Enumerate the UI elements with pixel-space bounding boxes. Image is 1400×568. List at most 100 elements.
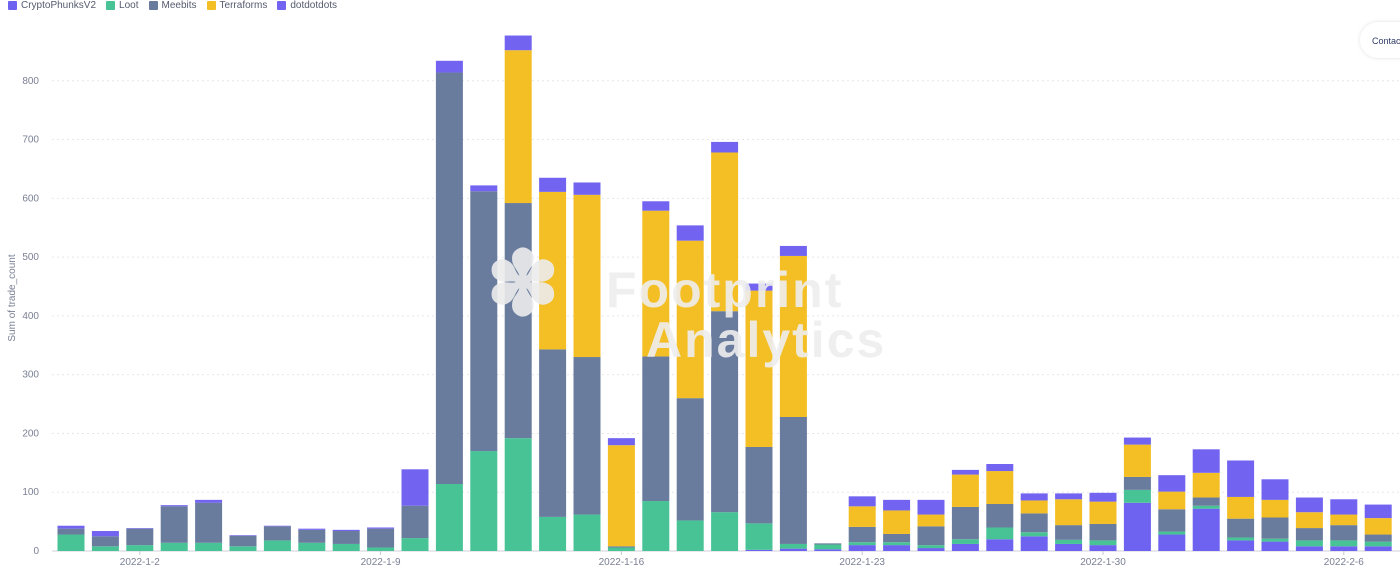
legend-item-loot[interactable]: Loot (106, 0, 139, 11)
bar-segment-cryptophunksv2[interactable] (1295, 546, 1323, 551)
bar-segment-meebits[interactable] (263, 526, 291, 541)
bar-segment-terraforms[interactable] (539, 191, 567, 350)
bar-segment-loot[interactable] (470, 451, 498, 551)
bar-segment-meebits[interactable] (1192, 497, 1220, 506)
bar-segment-loot[interactable] (642, 501, 670, 551)
bar-segment-loot[interactable] (1158, 531, 1186, 535)
bar-segment-dotdotdots[interactable] (642, 201, 670, 211)
bar-segment-dotdotdots[interactable] (1261, 479, 1289, 500)
bar-segment-dotdotdots[interactable] (195, 499, 223, 503)
bar-segment-terraforms[interactable] (1158, 491, 1186, 510)
bar-segment-meebits[interactable] (642, 356, 670, 502)
bar-segment-loot[interactable] (195, 542, 223, 551)
bar-segment-terraforms[interactable] (1364, 518, 1392, 535)
bar-segment-loot[interactable] (1330, 540, 1358, 547)
bar-segment-cryptophunksv2[interactable] (1020, 536, 1048, 551)
bar-segment-dotdotdots[interactable] (573, 182, 601, 195)
bar-segment-cryptophunksv2[interactable] (986, 539, 1014, 551)
bar-segment-loot[interactable] (711, 512, 739, 551)
bar-segment-terraforms[interactable] (607, 445, 635, 547)
bar-segment-meebits[interactable] (573, 357, 601, 515)
bar-segment-terraforms[interactable] (883, 510, 911, 534)
bar-segment-cryptophunksv2[interactable] (848, 545, 876, 551)
bar-segment-meebits[interactable] (1020, 513, 1048, 533)
bar-segment-cryptophunksv2[interactable] (1227, 540, 1255, 551)
bar-segment-loot[interactable] (263, 540, 291, 551)
bar-segment-dotdotdots[interactable] (126, 528, 154, 529)
bar-segment-terraforms[interactable] (917, 514, 945, 527)
bar-segment-meebits[interactable] (435, 72, 463, 484)
bar-segment-loot[interactable] (504, 438, 532, 551)
bar-segment-meebits[interactable] (883, 533, 911, 543)
bar-segment-cryptophunksv2[interactable] (814, 549, 842, 551)
bar-segment-terraforms[interactable] (1261, 499, 1289, 518)
bar-segment-loot[interactable] (1261, 538, 1289, 542)
bar-segment-dotdotdots[interactable] (539, 177, 567, 192)
bar-segment-meebits[interactable] (676, 398, 704, 521)
bar-segment-terraforms[interactable] (1055, 499, 1083, 526)
bar-segment-cryptophunksv2[interactable] (1364, 546, 1392, 551)
bar-segment-dotdotdots[interactable] (367, 527, 395, 529)
bar-segment-loot[interactable] (883, 542, 911, 546)
bar-segment-loot[interactable] (1123, 489, 1151, 503)
bar-segment-dotdotdots[interactable] (883, 499, 911, 511)
bar-segment-loot[interactable] (126, 545, 154, 551)
bar-segment-meebits[interactable] (1227, 518, 1255, 538)
bar-segment-terraforms[interactable] (711, 152, 739, 312)
bar-segment-dotdotdots[interactable] (1123, 437, 1151, 445)
bar-segment-cryptophunksv2[interactable] (917, 548, 945, 551)
bar-segment-loot[interactable] (607, 547, 635, 551)
bar-segment-loot[interactable] (298, 542, 326, 551)
bar-segment-loot[interactable] (814, 544, 842, 550)
bar-segment-terraforms[interactable] (642, 210, 670, 357)
bar-segment-loot[interactable] (539, 516, 567, 551)
bar-segment-meebits[interactable] (470, 191, 498, 452)
bar-segment-meebits[interactable] (711, 311, 739, 513)
bar-segment-dotdotdots[interactable] (504, 35, 532, 51)
bar-segment-meebits[interactable] (401, 505, 429, 539)
bar-segment-cryptophunksv2[interactable] (1123, 502, 1151, 551)
bar-segment-dotdotdots[interactable] (779, 245, 807, 256)
bar-segment-dotdotdots[interactable] (435, 60, 463, 73)
bar-segment-meebits[interactable] (160, 506, 188, 543)
contact-button[interactable]: Contac (1360, 22, 1400, 58)
bar-segment-dotdotdots[interactable] (745, 283, 773, 291)
legend-item-dotdotdots[interactable]: dotdotdots (277, 0, 337, 11)
bar-segment-loot[interactable] (1295, 540, 1323, 547)
bar-segment-terraforms[interactable] (986, 471, 1014, 504)
bar-segment-loot[interactable] (779, 543, 807, 549)
bar-segment-meebits[interactable] (57, 528, 85, 535)
bar-segment-meebits[interactable] (298, 529, 326, 543)
bar-segment-meebits[interactable] (779, 416, 807, 544)
bar-segment-loot[interactable] (91, 546, 119, 551)
bar-segment-cryptophunksv2[interactable] (745, 549, 773, 551)
bar-segment-terraforms[interactable] (1295, 512, 1323, 529)
bar-segment-terraforms[interactable] (504, 50, 532, 204)
bar-segment-dotdotdots[interactable] (332, 529, 360, 532)
bar-segment-terraforms[interactable] (1192, 472, 1220, 498)
bar-segment-loot[interactable] (57, 534, 85, 551)
bar-segment-meebits[interactable] (814, 543, 842, 545)
bar-segment-terraforms[interactable] (779, 255, 807, 417)
bar-segment-dotdotdots[interactable] (401, 469, 429, 506)
bar-segment-loot[interactable] (1089, 540, 1117, 546)
bar-segment-dotdotdots[interactable] (160, 505, 188, 507)
bar-segment-loot[interactable] (229, 546, 257, 551)
bar-segment-meebits[interactable] (126, 528, 154, 546)
bar-segment-terraforms[interactable] (951, 474, 979, 507)
bar-segment-cryptophunksv2[interactable] (1192, 508, 1220, 551)
bar-segment-loot[interactable] (745, 523, 773, 550)
bar-segment-loot[interactable] (435, 483, 463, 551)
bar-segment-terraforms[interactable] (848, 506, 876, 527)
bar-segment-terraforms[interactable] (676, 240, 704, 399)
bar-segment-dotdotdots[interactable] (57, 525, 85, 529)
bar-segment-cryptophunksv2[interactable] (1055, 543, 1083, 551)
bar-segment-dotdotdots[interactable] (1364, 504, 1392, 519)
bar-segment-meebits[interactable] (1364, 534, 1392, 542)
bar-segment-cryptophunksv2[interactable] (1261, 541, 1289, 551)
bar-segment-dotdotdots[interactable] (263, 525, 291, 527)
bar-segment-cryptophunksv2[interactable] (779, 548, 807, 551)
bar-segment-loot[interactable] (1020, 532, 1048, 537)
bar-segment-dotdotdots[interactable] (711, 141, 739, 153)
bar-segment-terraforms[interactable] (745, 290, 773, 447)
